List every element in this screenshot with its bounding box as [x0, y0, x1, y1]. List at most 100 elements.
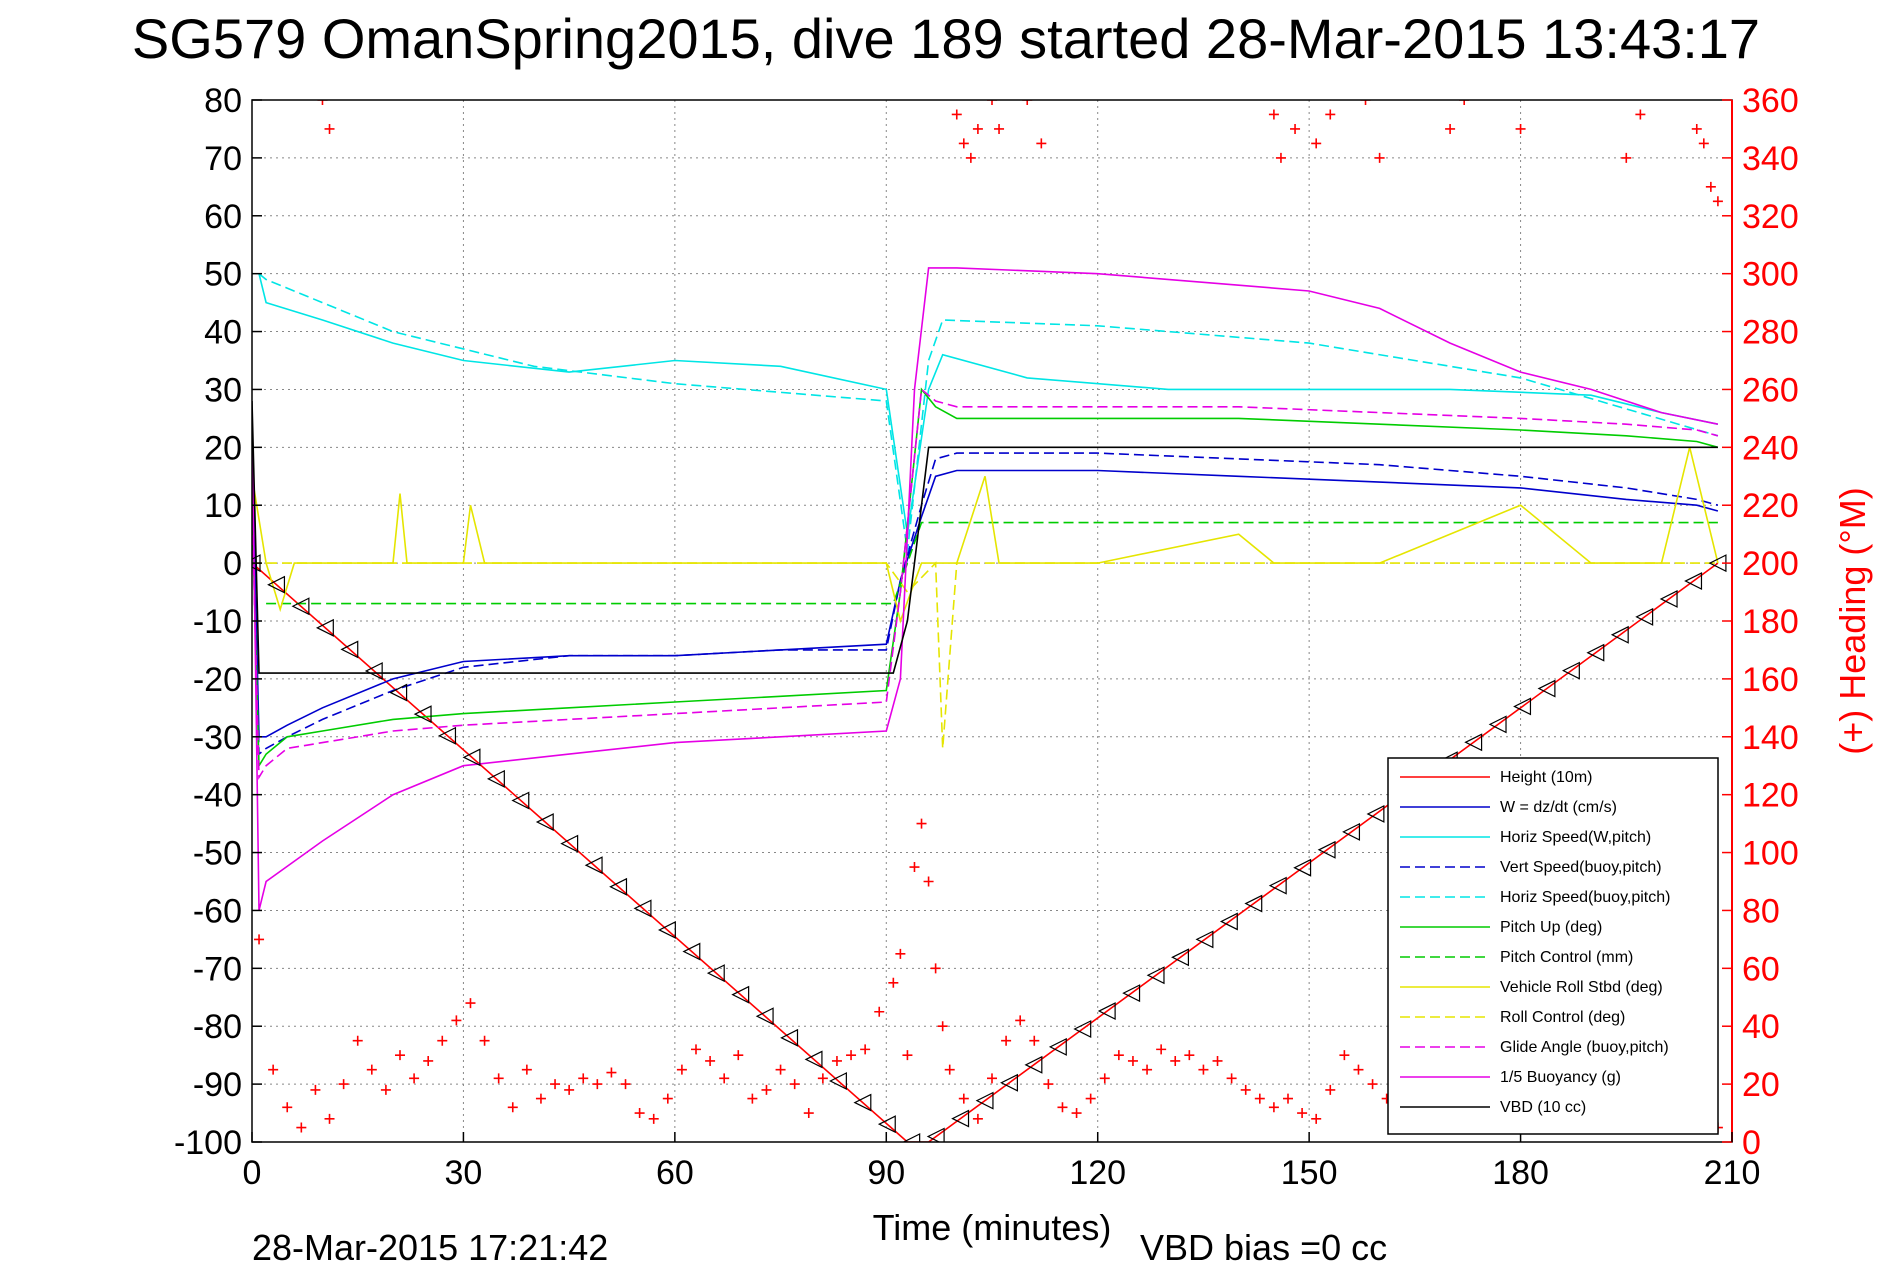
- series-line-7: [252, 447, 1719, 624]
- heading-point: [1127, 1055, 1138, 1066]
- y-tick-label: -100: [174, 1124, 242, 1162]
- y2-tick-label: 300: [1742, 256, 1799, 294]
- y-tick-label: -50: [193, 835, 242, 873]
- height-marker: [1610, 625, 1629, 644]
- height-marker: [1146, 966, 1165, 985]
- height-marker: [584, 856, 603, 875]
- height-marker: [1464, 733, 1483, 752]
- x-axis-ticks: 0 30 60 90 120 150 180 210: [243, 1132, 1760, 1192]
- heading-point: [733, 1050, 744, 1061]
- heading-point: [1184, 1050, 1195, 1061]
- heading-point: [409, 1073, 420, 1084]
- height-marker: [1024, 1055, 1043, 1074]
- height-marker: [1219, 912, 1238, 931]
- left-axis-ticks: -100-90-80-70-60-50-40-30-20-10010203040…: [174, 82, 262, 1162]
- x-tick-label: 30: [445, 1154, 483, 1192]
- heading-point: [324, 123, 335, 134]
- y2-tick-label: 180: [1742, 603, 1799, 641]
- heading-point: [987, 1073, 997, 1084]
- heading-point: [1705, 181, 1716, 192]
- height-marker: [462, 748, 481, 767]
- heading-point: [493, 1073, 504, 1084]
- heading-point: [317, 100, 328, 105]
- y-tick-label: 20: [204, 429, 242, 467]
- y-tick-label: 10: [204, 487, 242, 525]
- height-marker: [389, 683, 408, 702]
- heading-point: [1085, 1093, 1096, 1104]
- y2-tick-label: 320: [1742, 198, 1799, 236]
- heading-point: [437, 1035, 448, 1046]
- y-tick-label: -80: [193, 1008, 242, 1046]
- x-tick-label: 150: [1281, 1154, 1338, 1192]
- height-marker: [706, 964, 725, 983]
- height-marker: [1122, 984, 1141, 1003]
- heading-point: [648, 1113, 659, 1124]
- heading-point: [846, 1050, 857, 1061]
- heading-point: [676, 1064, 687, 1075]
- right-axis-ticks: 0 20 40 60 80 100 120 140 160 180 200 220 240 260 280 3…: [1722, 82, 1799, 1162]
- heading-point: [958, 138, 969, 149]
- heading-point: [324, 1113, 335, 1124]
- height-marker: [486, 769, 505, 788]
- series-layer: [252, 267, 1727, 1142]
- height-marker: [413, 705, 432, 724]
- series-line-10: [252, 267, 1719, 911]
- heading-point: [1459, 100, 1470, 105]
- heading-point: [874, 1006, 885, 1017]
- y2-tick-label: 120: [1742, 777, 1799, 815]
- heading-point: [831, 1055, 842, 1066]
- height-marker: [1342, 822, 1361, 841]
- series-line-8: [252, 561, 1718, 749]
- height-marker: [1171, 948, 1190, 967]
- heading-point: [1268, 109, 1279, 120]
- heading-point: [507, 1102, 518, 1113]
- height-marker: [1244, 894, 1263, 913]
- height-marker: [804, 1050, 823, 1069]
- legend-label: Pitch Up (deg): [1500, 919, 1602, 936]
- heading-point: [719, 1073, 730, 1084]
- series-line-3: [252, 447, 1719, 756]
- heading-point: [296, 1122, 307, 1133]
- heading-point: [282, 1102, 293, 1113]
- heading-point: [902, 1050, 913, 1061]
- heading-point: [634, 1108, 645, 1119]
- y-tick-label: -30: [193, 719, 242, 757]
- height-marker: [1268, 876, 1287, 895]
- height-marker: [1097, 1002, 1116, 1021]
- height-marker: [560, 834, 579, 853]
- heading-point: [352, 1035, 363, 1046]
- heading-point: [1325, 109, 1336, 120]
- heading-point: [662, 1093, 673, 1104]
- heading-point: [923, 876, 934, 887]
- y2-tick-label: 140: [1742, 719, 1799, 757]
- heading-point: [268, 1064, 279, 1075]
- y-tick-label: -60: [193, 892, 242, 930]
- y-tick-label: -20: [193, 661, 242, 699]
- heading-point: [1226, 1073, 1237, 1084]
- y-tick-label: -10: [193, 603, 242, 641]
- heading-point: [564, 1084, 575, 1095]
- y2-tick-label: 0: [1742, 1124, 1761, 1162]
- heading-point: [620, 1079, 631, 1090]
- height-marker: [1586, 643, 1605, 662]
- y-tick-label: -90: [193, 1066, 242, 1104]
- legend-label: Horiz Speed(W,pitch): [1500, 829, 1651, 846]
- heading-point: [423, 1055, 434, 1066]
- heading-point: [803, 1108, 814, 1119]
- legend-label: Height (10m): [1500, 769, 1592, 786]
- series-line-6: [266, 521, 1718, 605]
- height-marker: [1293, 858, 1312, 877]
- legend-label: Horiz Speed(buoy,pitch): [1500, 889, 1670, 906]
- heading-point: [1142, 1064, 1153, 1075]
- heading-point: [1240, 1084, 1251, 1095]
- y-tick-label: 30: [204, 371, 242, 409]
- height-marker: [853, 1093, 872, 1112]
- height-marker: [340, 640, 359, 659]
- y-tick-label: -40: [193, 777, 242, 815]
- heading-point: [789, 1079, 800, 1090]
- heading-point: [578, 1073, 589, 1084]
- y-tick-label: 0: [223, 545, 242, 583]
- legend-label: Pitch Control (mm): [1500, 949, 1633, 966]
- series-line-4: [258, 273, 1719, 552]
- height-marker: [438, 726, 457, 745]
